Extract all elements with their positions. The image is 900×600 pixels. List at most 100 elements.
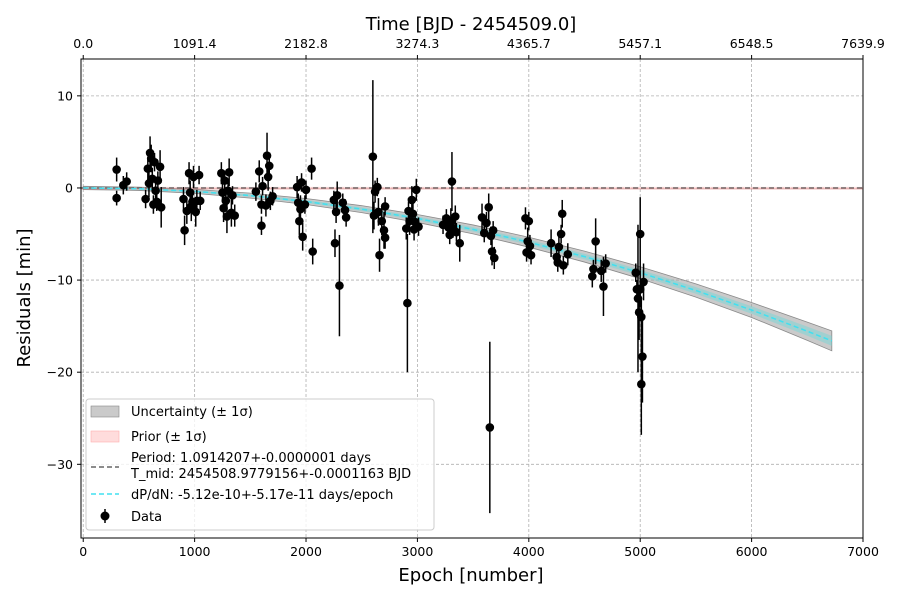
data-point [403, 298, 412, 308]
data-point [258, 181, 267, 191]
legend-data-label: Data [131, 510, 162, 525]
y-tick-label: 0 [65, 180, 73, 195]
data-point [526, 250, 536, 260]
y-axis-ticks: 10 0 −10 −20 −30 [47, 88, 81, 472]
x-tick-label: 6000 [736, 544, 768, 559]
y-tick-label: −20 [47, 365, 73, 380]
data-point [546, 238, 556, 248]
data-point [637, 379, 646, 389]
data-point [482, 218, 491, 228]
data-point [601, 259, 610, 268]
data-point [559, 261, 568, 270]
data-point [412, 185, 421, 195]
data-point [588, 272, 597, 281]
legend-uncertainty-label: Uncertainty (± 1σ) [131, 405, 253, 420]
data-point [589, 264, 598, 274]
plot-frame [80, 58, 864, 539]
data-point [254, 167, 264, 176]
data-point [591, 237, 600, 246]
data-point [631, 268, 641, 278]
data-point [295, 216, 304, 226]
data-point [525, 241, 535, 251]
data-point [251, 187, 261, 196]
x-tick-label: 7000 [847, 544, 879, 559]
data-point [153, 176, 163, 185]
data-point [300, 200, 310, 209]
data-point [191, 207, 201, 217]
y-tick-label: −30 [47, 457, 73, 472]
legend-uncertainty-swatch [90, 405, 120, 418]
top-tick-label: 4365.7 [507, 36, 551, 51]
top-tick-label: 7639.9 [841, 36, 885, 51]
data-point [452, 227, 461, 237]
data-point [112, 193, 121, 203]
x-axis-ticks: 0 1000 2000 3000 4000 5000 6000 7000 [79, 538, 879, 559]
legend-prior-swatch [90, 430, 120, 443]
data-point [220, 176, 230, 185]
y-tick-label: 10 [57, 88, 73, 103]
decay-curve [83, 187, 833, 342]
data-point [635, 284, 645, 294]
x-tick-label: 0 [79, 544, 87, 559]
data-point [637, 312, 646, 322]
legend-tmid-label: T_mid: 2454508.9779156+-0.0001163 BJD [130, 467, 411, 482]
data-point [556, 229, 566, 239]
legend-dpdn-label: dP/dN: -5.12e-10+-5.17e-11 days/epoch [131, 488, 393, 503]
data-point [484, 203, 494, 212]
data-point [262, 151, 272, 161]
prior-band [81, 186, 863, 190]
data-point [377, 216, 387, 226]
data-point [268, 191, 277, 201]
top-tick-label: 5457.1 [618, 36, 662, 51]
data-point [455, 238, 465, 248]
legend-period-label: Period: 1.0914207+-0.0000001 days [131, 451, 371, 466]
data-point [228, 191, 237, 200]
data-point [330, 238, 340, 248]
data-point [379, 226, 389, 235]
top-tick-label: 3274.3 [396, 36, 440, 51]
data-point [638, 352, 647, 361]
top-axis-ticks: 0.0 1091.4 2182.8 3274.3 4365.7 5457.1 6548.5 7… [73, 36, 885, 59]
data-point [112, 165, 121, 174]
data-point [179, 194, 188, 204]
data-point [563, 249, 573, 259]
data-point [221, 196, 231, 206]
data-point [230, 211, 240, 220]
data-point [380, 233, 390, 243]
legend-box [85, 398, 435, 531]
data-point [374, 207, 383, 217]
data-point [414, 222, 423, 231]
data-point [340, 205, 350, 215]
top-tick-label: 6548.5 [730, 36, 774, 51]
data-point [635, 229, 645, 239]
data-point [445, 230, 455, 240]
top-tick-label: 2182.8 [284, 36, 328, 51]
data-point [368, 152, 378, 161]
data-point [298, 232, 307, 242]
x-tick-label: 2000 [290, 544, 322, 559]
top-tick-label: 0.0 [73, 36, 93, 51]
data-point [331, 207, 341, 217]
top-tick-label: 1091.4 [173, 36, 217, 51]
legend-data-marker [100, 511, 110, 521]
data-point [217, 168, 226, 178]
data-point [489, 253, 499, 263]
data-point [407, 195, 417, 205]
data-point [307, 164, 316, 173]
x-tick-label: 4000 [513, 544, 545, 559]
data-point [447, 177, 457, 186]
data-point [151, 186, 160, 196]
data-point [380, 202, 390, 211]
data-point [180, 226, 189, 235]
data-point [263, 172, 273, 182]
x-tick-label: 3000 [402, 544, 434, 559]
data-point [401, 224, 411, 233]
data-point [554, 242, 564, 252]
data-point [155, 162, 165, 172]
data-points [112, 80, 648, 514]
data-point [488, 226, 498, 235]
x-tick-label: 1000 [179, 544, 211, 559]
data-point [341, 213, 351, 222]
x-axis-title: Epoch [number] [398, 565, 543, 586]
data-point [485, 423, 495, 432]
